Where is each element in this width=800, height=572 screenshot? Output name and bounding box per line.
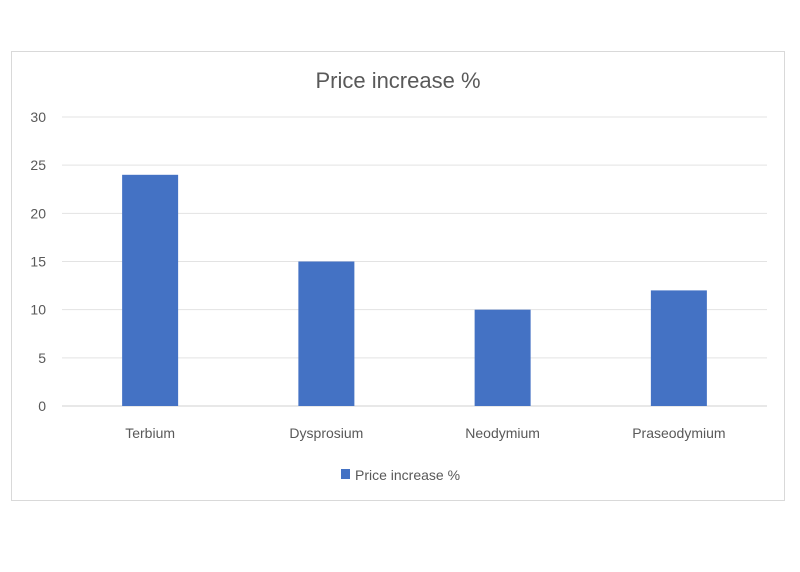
y-tick-label: 25 bbox=[30, 157, 46, 173]
legend: Price increase % bbox=[341, 467, 460, 483]
bar-praseodymium bbox=[650, 290, 707, 406]
legend-label: Price increase % bbox=[355, 467, 460, 483]
bar-dysprosium bbox=[298, 261, 355, 406]
y-axis-ticks: 0 5 10 15 20 25 30 bbox=[30, 109, 46, 414]
bar-neodymium bbox=[474, 309, 531, 406]
y-tick-label: 0 bbox=[38, 398, 46, 414]
legend-swatch bbox=[341, 469, 350, 479]
bar-terbium bbox=[122, 174, 179, 406]
y-tick-label: 20 bbox=[30, 205, 46, 221]
bars bbox=[122, 174, 707, 406]
x-tick-label: Praseodymium bbox=[632, 425, 725, 441]
x-tick-label: Neodymium bbox=[465, 425, 540, 441]
y-tick-label: 10 bbox=[30, 302, 46, 318]
y-tick-label: 5 bbox=[38, 350, 46, 366]
x-axis-ticks: Terbium Dysprosium Neodymium Praseodymium bbox=[125, 425, 725, 441]
x-tick-label: Dysprosium bbox=[289, 425, 363, 441]
y-tick-label: 15 bbox=[30, 254, 46, 270]
gridlines bbox=[62, 116, 767, 407]
y-tick-label: 30 bbox=[30, 109, 46, 125]
x-tick-label: Terbium bbox=[125, 425, 175, 441]
chart-title: Price increase % bbox=[315, 68, 480, 93]
